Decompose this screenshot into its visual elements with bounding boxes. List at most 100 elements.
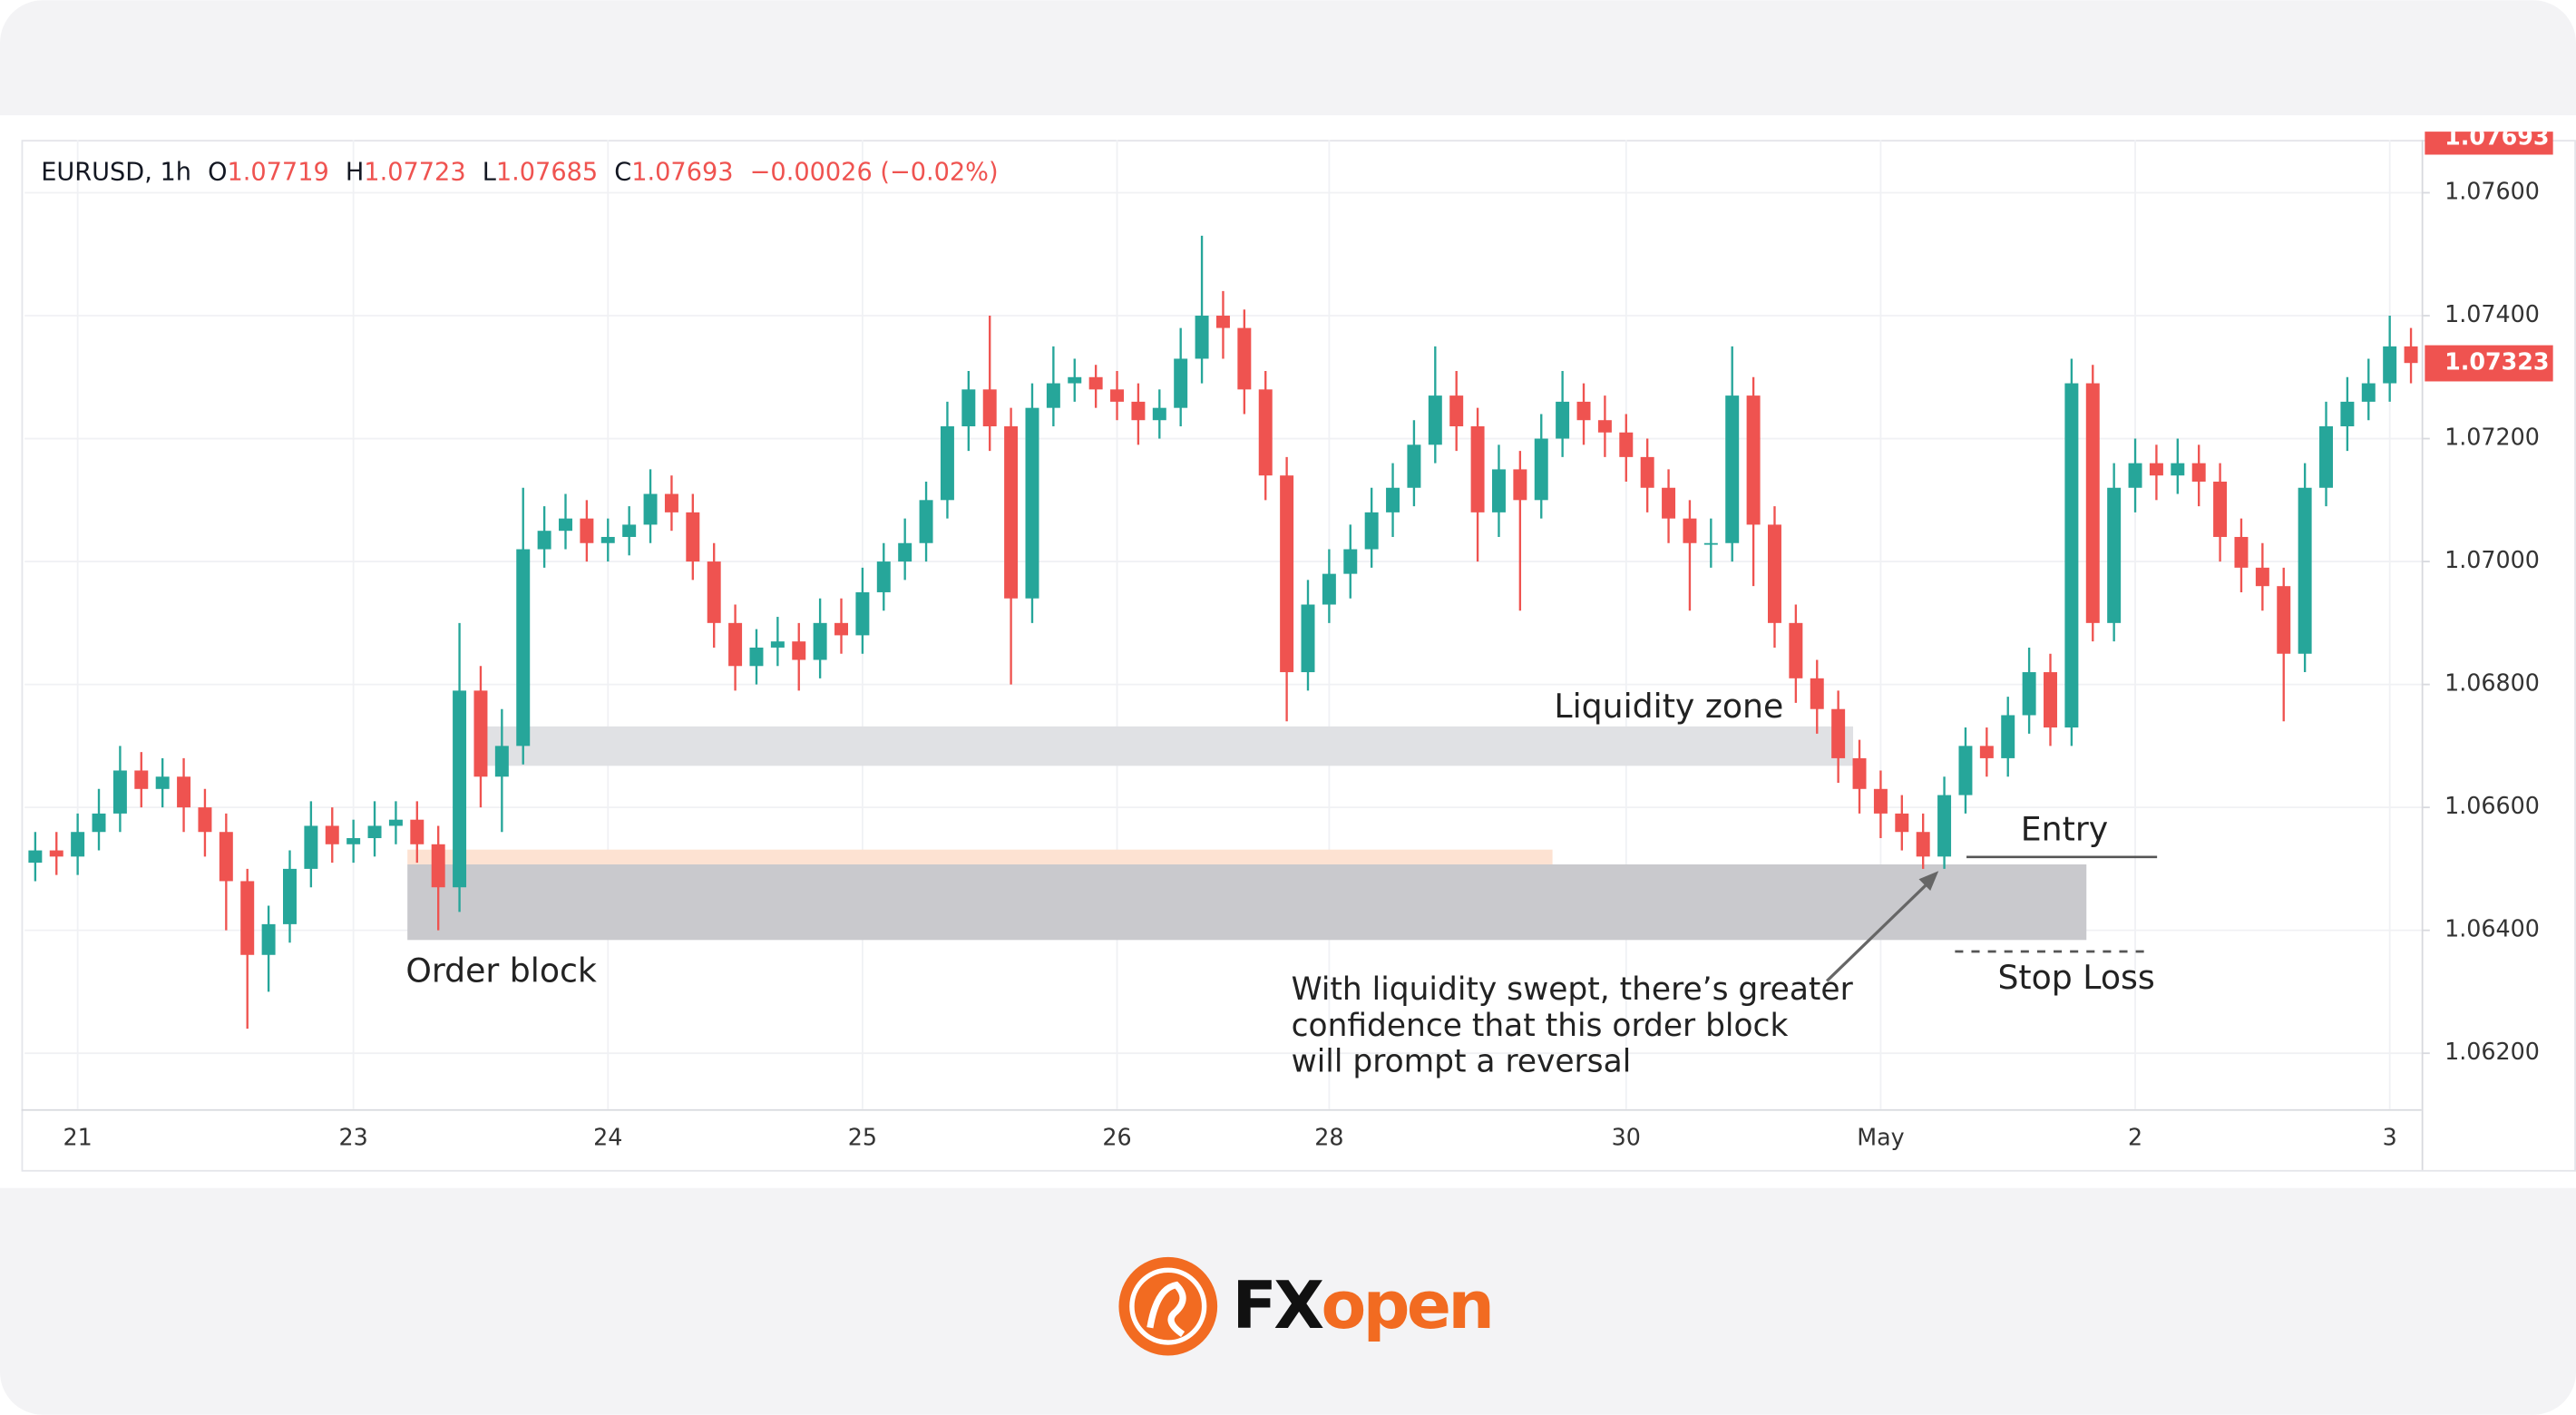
candle-body (2001, 715, 2015, 758)
x-tick-label: 21 (63, 1123, 93, 1150)
brand-name: FXopen (1232, 1268, 1491, 1344)
candle-body (112, 770, 127, 814)
candle-body (559, 518, 572, 532)
o-value: 1.07719 (227, 158, 328, 186)
candle-body (367, 825, 382, 839)
candle-body (346, 838, 361, 844)
candle-body (1810, 678, 1824, 709)
h-label: H (346, 158, 364, 186)
candle-body (134, 770, 149, 789)
note-line: confidence that this order block (1292, 1008, 1789, 1044)
l-value: 1.07685 (496, 158, 598, 186)
candle-body (580, 518, 594, 543)
candle-body (1491, 469, 1506, 512)
price-tag-bg (2425, 345, 2553, 382)
chart-frame (21, 140, 2576, 1172)
last-price-tag: 1.07323 (2425, 345, 2553, 382)
c-value: 1.07693 (631, 158, 733, 186)
candle-body (1703, 542, 1718, 545)
brand-logo: FXopen (1118, 1256, 1495, 1356)
candle-body (1386, 487, 1400, 512)
candle-body (1025, 407, 1039, 599)
candle-body (622, 524, 637, 537)
stop-loss-label: Stop Loss (1997, 958, 2154, 997)
candle-body (919, 500, 933, 543)
y-tick-label: 1.07200 (2444, 424, 2540, 451)
candle-body (1767, 524, 1781, 623)
candle-body (2277, 586, 2291, 654)
candle-body (325, 825, 339, 844)
candle-body (1407, 444, 1421, 488)
candle-body (283, 868, 297, 924)
candle-body (1725, 395, 1740, 543)
top-price-tag: 1.07693 (2425, 132, 2553, 155)
symbol: EURUSD, 1h (41, 158, 191, 186)
candle-body (1152, 407, 1166, 421)
price-tag-bg (2425, 132, 2553, 155)
brand-fx: FX (1232, 1268, 1323, 1344)
candle-body (1979, 746, 1994, 758)
candles (28, 235, 2418, 1030)
candle-body (1556, 401, 1570, 439)
y-tick-label: 1.07000 (2444, 546, 2540, 573)
candle-body (2404, 346, 2418, 364)
c-label: C (614, 158, 631, 186)
candle-body (1280, 475, 1294, 673)
candle-body (728, 622, 743, 667)
candle-body (1174, 358, 1188, 408)
candle-body (600, 536, 615, 543)
order-block-upper (407, 849, 1553, 864)
h-value: 1.07723 (364, 158, 465, 186)
candle-body (1301, 604, 1315, 673)
candle-body (2213, 481, 2228, 537)
logo-figure (1147, 1281, 1186, 1337)
candle-body (1534, 438, 1548, 501)
candle-body (2361, 383, 2376, 402)
candle-body (898, 542, 912, 562)
candle-body (1110, 389, 1125, 402)
candle-body (1215, 316, 1230, 328)
candle-body (1088, 376, 1103, 390)
candle-body (1619, 432, 1634, 457)
candle-body (664, 493, 678, 512)
x-tick-label: 26 (1102, 1123, 1131, 1150)
candle-body (1237, 327, 1252, 390)
change: −0.00026 (−0.02%) (750, 158, 999, 186)
candle-body (1322, 573, 1336, 605)
candle-body (1343, 549, 1358, 574)
candle-body (1789, 622, 1803, 678)
candle-body (2340, 401, 2355, 426)
legend-header: EURUSD, 1h O1.07719 H1.07723 L1.07685 C1.076… (41, 158, 998, 186)
candle-body (2298, 487, 2312, 654)
x-tick-label: 25 (848, 1123, 877, 1150)
x-tick-label: 2 (2128, 1123, 2142, 1150)
candle-body (2149, 463, 2163, 476)
candle-body (1746, 395, 1761, 525)
candle-body (1364, 512, 1379, 550)
candle-body (643, 493, 658, 525)
candle-body (473, 690, 488, 777)
candle-body (813, 622, 827, 660)
candle-body (1470, 425, 1485, 512)
liquidity-zone (484, 726, 1854, 766)
candle-body (453, 690, 467, 888)
y-tick-label: 1.06400 (2444, 915, 2540, 942)
order-block-label: Order block (405, 951, 597, 990)
candle-body (1597, 420, 1612, 433)
candle-body (2383, 346, 2397, 384)
y-tick-label: 1.06800 (2444, 669, 2540, 697)
brand-open: open (1322, 1268, 1492, 1344)
candle-body (304, 825, 318, 869)
grid (24, 140, 2422, 1109)
arrow-line (1825, 878, 1934, 982)
candle-body (876, 561, 891, 592)
candle-body (834, 622, 848, 636)
candle-body (1513, 469, 1527, 501)
candle-body (982, 389, 997, 426)
o-label: O (208, 158, 227, 186)
candle-body (1916, 832, 1930, 857)
candle-body (49, 850, 63, 857)
candle-body (1937, 795, 1952, 857)
candle-body (707, 561, 721, 623)
